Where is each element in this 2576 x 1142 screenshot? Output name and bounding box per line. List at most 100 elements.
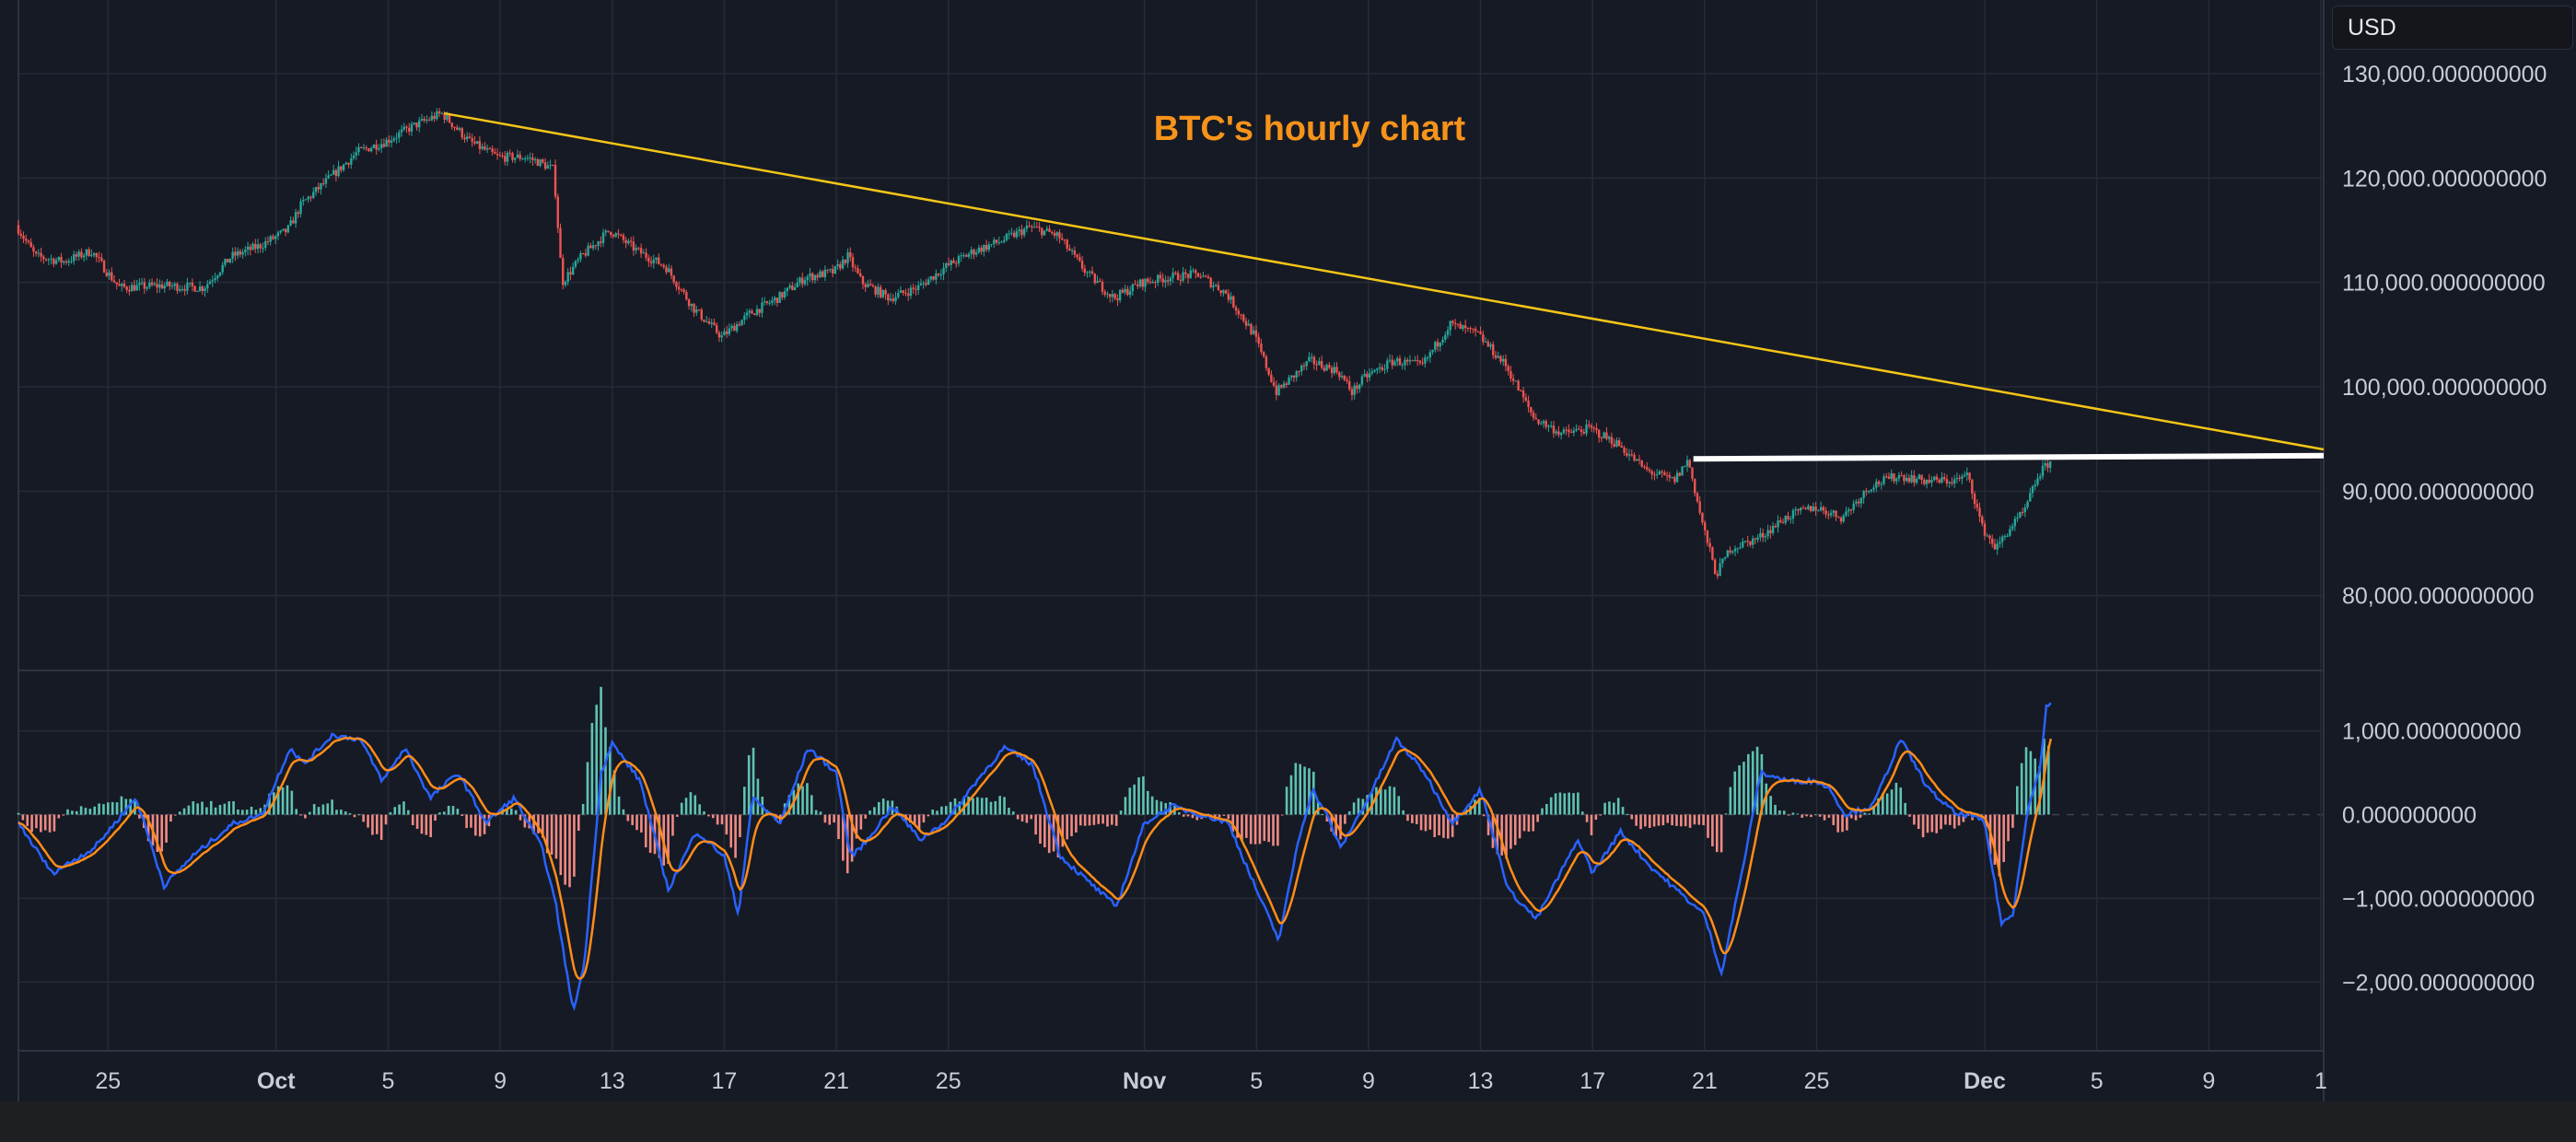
candle-up: [1829, 512, 1833, 516]
candle-down: [1411, 360, 1414, 362]
histogram-bar: [1518, 814, 1521, 839]
resistance-line[interactable]: [1693, 452, 2325, 462]
histogram-bar: [398, 804, 401, 815]
candle-up: [819, 271, 822, 278]
candle-down: [821, 271, 824, 277]
candle-down: [531, 157, 534, 160]
candle-down: [52, 258, 55, 264]
candle-up: [778, 292, 781, 303]
candle-down: [629, 240, 633, 242]
candle-down: [1323, 367, 1326, 371]
histogram-bar: [1719, 814, 1723, 853]
candle-down: [1240, 314, 1242, 316]
candle-up: [1182, 272, 1184, 281]
candle-up: [1948, 482, 1951, 484]
histogram-bar: [465, 814, 468, 829]
candle-down: [1511, 379, 1515, 381]
histogram-bar: [1836, 814, 1839, 833]
candle-down: [751, 310, 753, 314]
candle-down: [468, 136, 472, 138]
histogram-bar: [1791, 812, 1795, 815]
histogram-bar: [1702, 814, 1705, 826]
candle-down: [912, 287, 915, 289]
macd-tick-label: 1,000.000000000: [2342, 719, 2522, 745]
candle-down: [1320, 361, 1323, 368]
candle-up: [546, 165, 550, 169]
histogram-bar: [98, 803, 100, 815]
candle-down: [713, 322, 716, 325]
candle-down: [1076, 254, 1078, 258]
candle-up: [1675, 472, 1679, 483]
histogram-bar: [581, 803, 585, 815]
histogram-bar: [2015, 786, 2019, 815]
histogram-bar: [1885, 793, 1889, 815]
candle-up: [1603, 432, 1605, 438]
candle-down: [937, 273, 940, 275]
candle-down: [1335, 367, 1338, 373]
candle-up: [314, 187, 318, 192]
candle-up: [395, 137, 398, 139]
candle-up: [730, 325, 733, 329]
histogram-bar: [1339, 814, 1342, 840]
candle-down: [1557, 431, 1560, 436]
histogram-bar: [1034, 814, 1037, 835]
histogram-bar: [1890, 789, 1894, 815]
histogram-bar: [1594, 814, 1598, 821]
candle-up: [208, 281, 212, 285]
candle-down: [460, 128, 463, 138]
candle-down: [874, 286, 877, 295]
histogram-bar: [787, 795, 791, 815]
candle-down: [1209, 277, 1212, 287]
candle-down: [1814, 507, 1817, 511]
candle-up: [803, 280, 807, 285]
candle-down: [1569, 432, 1573, 434]
candle-up: [282, 228, 285, 231]
histogram-bar: [134, 799, 136, 815]
candle-down: [1769, 530, 1772, 533]
candle-up: [877, 286, 880, 295]
histogram-bar: [600, 686, 602, 815]
histogram-bar: [644, 814, 647, 848]
candle-up: [614, 233, 617, 237]
histogram-bar: [1438, 814, 1440, 836]
candle-down: [1134, 284, 1136, 286]
candle-down: [125, 286, 128, 290]
candle-down: [1781, 521, 1785, 523]
histogram-bar: [743, 787, 746, 815]
candle-up: [1189, 270, 1192, 278]
candle-up: [231, 251, 234, 259]
candle-down: [1504, 358, 1508, 367]
histogram-bar: [1011, 811, 1015, 815]
candle-down: [775, 297, 779, 303]
currency-label[interactable]: USD: [2332, 6, 2573, 50]
time-tick-label: Dec: [1964, 1068, 2006, 1094]
histogram-bar: [62, 814, 64, 816]
candle-down: [309, 196, 312, 198]
candle-down: [297, 212, 300, 215]
candle-down: [1797, 509, 1800, 511]
candle-down: [1527, 400, 1530, 407]
candle-up: [1685, 460, 1689, 467]
histogram-bar: [146, 814, 150, 842]
candle-up: [1005, 233, 1008, 240]
histogram-bar: [1303, 766, 1306, 815]
candle-up: [1872, 487, 1875, 490]
histogram-bar: [1693, 814, 1696, 825]
candle-down: [1466, 328, 1470, 330]
candle-up: [823, 269, 827, 277]
candle-up: [1542, 421, 1545, 424]
candle-up: [798, 277, 801, 284]
candle-up: [398, 132, 401, 138]
candle-up: [108, 272, 111, 276]
candle-up: [1736, 548, 1739, 550]
descending-trendline[interactable]: [444, 111, 2325, 451]
histogram-bar: [1577, 792, 1579, 815]
histogram-bar: [281, 787, 285, 815]
candle-up: [1128, 291, 1132, 296]
candle-up: [1986, 535, 1988, 537]
candle-down: [1951, 482, 1953, 484]
candle-down: [1348, 380, 1351, 390]
candle-up: [1378, 367, 1381, 369]
candle-down: [1338, 372, 1341, 378]
